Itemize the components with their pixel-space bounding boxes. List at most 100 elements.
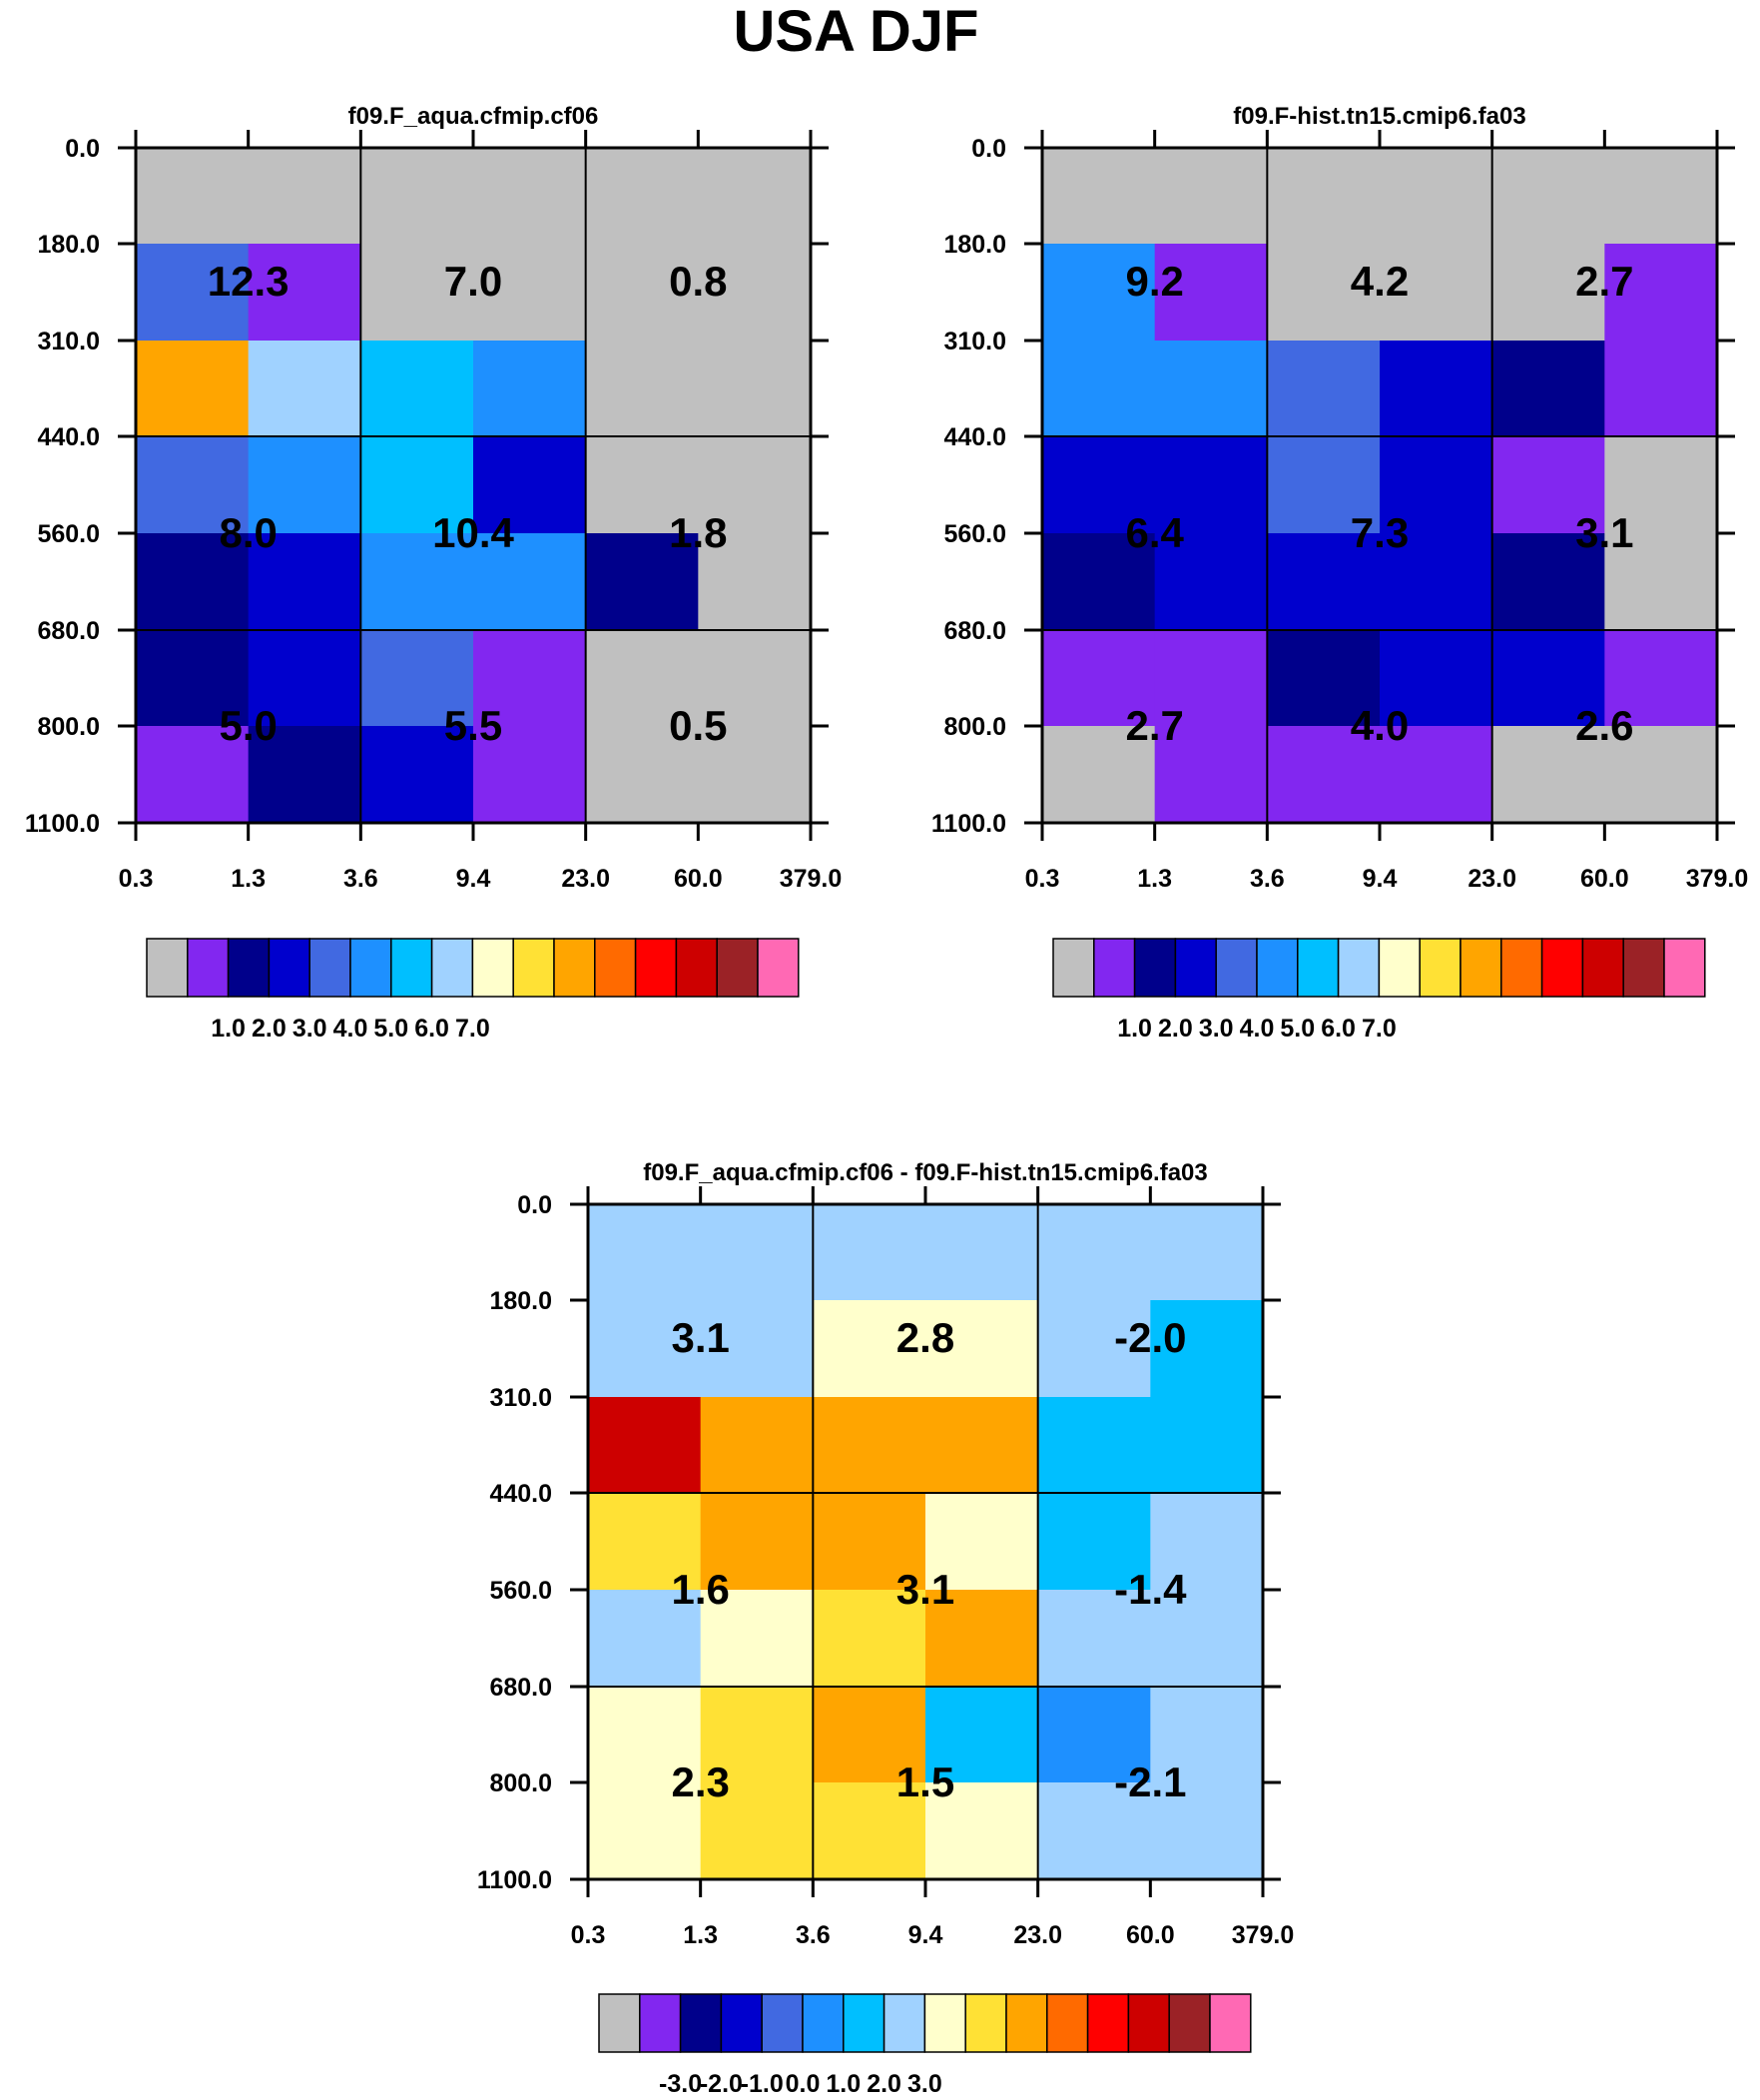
x-tick-label: 0.3 <box>1025 865 1060 893</box>
block-value-label: 2.6 <box>1575 702 1633 749</box>
colorbar-swatch <box>716 938 759 998</box>
block-value-label: -1.4 <box>1114 1566 1187 1613</box>
heatmap-cell <box>1042 148 1156 245</box>
y-tick-label: 440.0 <box>37 423 100 451</box>
colorbar-swatch <box>679 1993 723 2053</box>
heatmap-cell <box>585 148 699 245</box>
colorbar-swatch <box>843 1993 885 2053</box>
heatmap-cell <box>1154 630 1268 727</box>
heatmap-cell <box>700 1397 814 1494</box>
heatmap-cell <box>1267 244 1381 342</box>
colorbar-label: 3.0 <box>293 1015 327 1043</box>
heatmap-cell <box>585 630 699 727</box>
heatmap-cell <box>1380 244 1493 342</box>
colorbar-swatch <box>1005 1993 1048 2053</box>
colorbar-label: -2.0 <box>700 2070 743 2098</box>
panel-title: f09.F_aqua.cfmip.cf06 <box>348 103 599 130</box>
colorbar-swatch <box>1127 1993 1170 2053</box>
heatmap-cell <box>360 341 474 437</box>
y-tick-label: 180.0 <box>943 231 1006 259</box>
heatmap-cell <box>700 1782 814 1880</box>
colorbar-swatch <box>227 938 271 998</box>
colorbar-swatch <box>1209 1993 1252 2053</box>
heatmap-cell <box>585 533 699 631</box>
heatmap-cell <box>588 1300 702 1398</box>
heatmap-cell <box>698 341 812 437</box>
x-tick-label: 379.0 <box>1686 865 1749 893</box>
heatmap-cell <box>1604 726 1718 824</box>
colorbar-swatch <box>1168 1993 1211 2053</box>
heatmap-cell <box>1154 436 1268 534</box>
heatmap-cell <box>248 341 361 437</box>
colorbar-swatch <box>1460 938 1502 998</box>
colorbar-swatch <box>430 938 474 998</box>
heatmap-cell <box>1491 533 1605 631</box>
y-tick-label: 1100.0 <box>25 810 100 838</box>
colorbar-swatch <box>1378 938 1421 998</box>
heatmap-cell <box>1380 436 1493 534</box>
colorbar-swatch <box>390 938 433 998</box>
block-value-label: 1.8 <box>669 509 727 556</box>
heatmap-cell <box>700 1590 814 1688</box>
heatmap-cell <box>1604 244 1718 342</box>
x-tick-label: 60.0 <box>1126 1921 1175 1949</box>
heatmap-cell <box>813 1782 926 1880</box>
heatmap-cell <box>360 630 474 727</box>
colorbar-swatch <box>675 938 718 998</box>
block-value-label: 4.2 <box>1351 258 1409 305</box>
heatmap-cell <box>360 726 474 824</box>
colorbar-swatch <box>1622 938 1665 998</box>
colorbar-label: 0.0 <box>786 2070 821 2098</box>
heatmap-cell <box>1604 630 1718 727</box>
heatmap-cell <box>588 1204 702 1301</box>
heatmap-cell <box>1491 726 1605 824</box>
block-value-label: -2.0 <box>1114 1314 1186 1361</box>
block-value-label: 1.5 <box>896 1758 954 1805</box>
heatmap-cell <box>1154 533 1268 631</box>
colorbar-label: 5.0 <box>1280 1015 1315 1043</box>
x-tick-label: 379.0 <box>780 865 843 893</box>
heatmap-cell <box>1491 436 1605 534</box>
heatmap-cell <box>585 244 699 342</box>
x-tick-label: 9.4 <box>908 1921 943 1949</box>
colorbar-swatch <box>761 1993 804 2053</box>
colorbar-swatch <box>1297 938 1340 998</box>
colorbar-swatch <box>349 938 392 998</box>
heatmap-cell <box>360 148 474 245</box>
heatmap-cell <box>700 1204 814 1301</box>
heatmap-cell <box>1491 148 1605 245</box>
heatmap-cell <box>248 630 361 727</box>
y-tick-label: 800.0 <box>37 713 100 741</box>
y-tick-label: 440.0 <box>943 423 1006 451</box>
heatmap-cell <box>136 726 250 824</box>
heatmap-cell <box>813 1590 926 1688</box>
heatmap-cell <box>925 1300 1039 1398</box>
heatmap-cell <box>1267 630 1381 727</box>
colorbar-label: 4.0 <box>1240 1015 1275 1043</box>
block-value-label: 5.5 <box>444 702 502 749</box>
colorbar-swatch <box>1174 938 1217 998</box>
colorbar-label: 1.0 <box>211 1015 246 1043</box>
colorbar-swatch <box>1046 1993 1089 2053</box>
y-tick-label: 560.0 <box>489 1577 552 1605</box>
colorbar-label: 3.0 <box>907 2070 942 2098</box>
colorbar-swatch <box>187 938 230 998</box>
heatmap-cell <box>925 1590 1039 1688</box>
heatmap-cell <box>1604 436 1718 534</box>
x-tick-label: 9.4 <box>456 865 491 893</box>
heatmap-cell <box>136 341 250 437</box>
block-value-label: 3.1 <box>896 1566 954 1613</box>
heatmap-cell <box>136 244 250 342</box>
heatmap-cell <box>698 436 812 534</box>
block-value-label: 12.3 <box>208 258 290 305</box>
colorbar-swatch <box>1419 938 1462 998</box>
y-tick-label: 1100.0 <box>931 810 1006 838</box>
colorbar-swatch <box>1581 938 1624 998</box>
y-tick-label: 0.0 <box>971 135 1006 163</box>
heatmap-cell <box>1267 148 1381 245</box>
colorbar-swatch <box>594 938 637 998</box>
x-tick-label: 3.6 <box>1250 865 1285 893</box>
heatmap-cell <box>925 1397 1039 1494</box>
colorbar-swatch <box>1500 938 1543 998</box>
y-tick-label: 310.0 <box>943 328 1006 355</box>
